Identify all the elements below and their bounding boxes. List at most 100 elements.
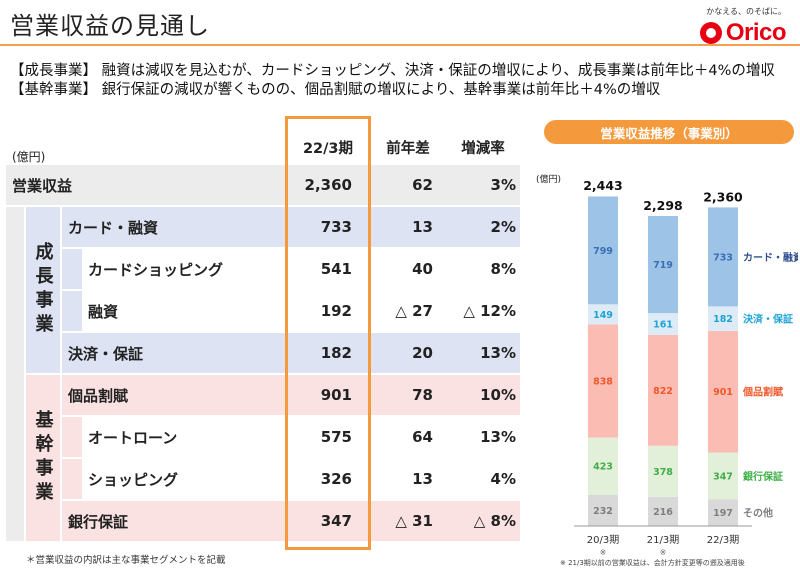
- segment-row: 銀行保証 347 △ 31 △ 8%: [62, 501, 520, 541]
- row-label: 決済・保証: [68, 344, 144, 363]
- row-value: 541: [320, 260, 352, 278]
- bar-value-label: 822: [653, 386, 673, 397]
- logo-tagline: かなえる、のそばに。: [706, 7, 786, 16]
- current-period-highlight: [285, 116, 371, 550]
- bar-segment-個品割賦: [588, 324, 618, 438]
- bar-segment-カード・融資: [648, 216, 678, 314]
- legend-label: 決済・保証: [743, 313, 793, 326]
- sub-row: カードショッピング 541 40 8%: [82, 249, 520, 289]
- x-tick-label: 21/3期: [647, 534, 679, 546]
- page-title: 営業収益の見通し: [10, 12, 210, 40]
- row-value: 3%: [490, 176, 516, 194]
- row-value: 13%: [480, 428, 516, 446]
- row-value: 2,360: [304, 176, 352, 194]
- summary-text: 【成長事業】 融資は減収を見込むが、カードショッピング、決済・保証の増収により、…: [10, 62, 775, 100]
- row-value: 64: [412, 428, 433, 446]
- row-value: 347: [320, 512, 352, 530]
- bar-segment-個品割賦: [708, 330, 738, 453]
- logo-name: Orico: [725, 19, 787, 46]
- chart-ylabel: (億円): [536, 173, 561, 185]
- row-label: 営業収益: [12, 176, 73, 195]
- column-header: 22/3期: [302, 140, 354, 157]
- indent-strip: [62, 291, 82, 331]
- bar-value-label: 347: [713, 471, 733, 482]
- row-value: 40: [412, 260, 433, 278]
- row-value: 182: [320, 344, 352, 362]
- row-value: 13: [412, 218, 433, 236]
- column-header: 前年差: [386, 140, 430, 157]
- bar-segment-決済・保証: [648, 313, 678, 335]
- bar-segment-その他: [648, 496, 678, 526]
- row-value: 8%: [490, 260, 516, 278]
- bar-value-label: 378: [653, 467, 673, 478]
- bar-segment-決済・保証: [708, 306, 738, 331]
- bar-segment-その他: [708, 499, 738, 526]
- sub-row: ショッピング 326 13 4%: [82, 459, 520, 499]
- bar-segment-カード・融資: [588, 196, 618, 305]
- bar-segment-決済・保証: [588, 304, 618, 325]
- bar-segment-個品割賦: [648, 334, 678, 446]
- segment-row: 決済・保証 182 20 13%: [62, 333, 520, 373]
- row-value: △ 8%: [473, 512, 516, 530]
- bar-total-label: 2,360: [703, 189, 743, 204]
- row-label: ショッピング: [88, 470, 179, 489]
- x-tick-note: ※: [660, 548, 667, 557]
- segment-row: カード・融資 733 13 2%: [62, 207, 520, 247]
- bar-value-label: 216: [653, 507, 673, 518]
- row-value: △ 31: [395, 512, 433, 530]
- orico-logo: かなえる、のそばに。 Orico: [699, 6, 787, 47]
- row-value: 192: [320, 302, 352, 320]
- row-value: 733: [320, 218, 352, 236]
- row-label: カードショッピング: [88, 260, 224, 279]
- chart-title: 営業収益推移（事業別）: [544, 120, 794, 144]
- table-unit: (億円): [12, 150, 46, 164]
- row-value: △ 27: [395, 302, 433, 320]
- row-value: 13%: [480, 344, 516, 362]
- bar-value-label: 161: [653, 319, 673, 330]
- row-label: 銀行保証: [68, 512, 129, 531]
- sub-row: 融資 192 △ 27 △ 12%: [82, 291, 520, 331]
- row-label: 個品割賦: [68, 386, 129, 405]
- row-value: 78: [412, 386, 433, 404]
- segment-row: 個品割賦 901 78 10%: [62, 375, 520, 415]
- legend-label: その他: [743, 507, 773, 520]
- row-value: 2%: [490, 218, 516, 236]
- segment-label-text: 基幹事業: [32, 410, 54, 506]
- revenue-stacked-bar-chart: (億円) 232 423 838 149 799 2,443 20/3期 ※ 216 378 822 1…: [536, 173, 798, 567]
- bar-value-label: 719: [653, 260, 673, 271]
- legend-label: カード・融資: [743, 251, 798, 264]
- segment-label: 成長事業: [26, 207, 60, 373]
- indent-strip: [62, 249, 82, 289]
- indent-strip: [62, 459, 82, 499]
- column-header: 増減率: [461, 140, 505, 157]
- bar-segment-銀行保証: [648, 445, 678, 497]
- row-label: カード・融資: [68, 218, 159, 237]
- legend-label: 銀行保証: [743, 470, 783, 483]
- sub-row: オートローン 575 64 13%: [82, 417, 520, 457]
- title-divider: [0, 44, 800, 46]
- summary-core: 【基幹事業】 銀行保証の減収が響くものの、個品割賦の増収により、基幹事業は前年比…: [10, 82, 661, 98]
- indent-strip: [62, 417, 82, 457]
- segment-label-text: 成長事業: [32, 242, 54, 338]
- logo-mark-icon: [699, 22, 722, 44]
- row-value: 4%: [490, 470, 516, 488]
- chart-footnote: ※ 21/3期以前の営業収益は、会計方針変更等の遡及適用後: [560, 558, 745, 567]
- total-row: 営業収益 2,360 62 3%: [6, 165, 520, 205]
- summary-growth: 【成長事業】 融資は減収を見込むが、カードショッピング、決済・保証の増収により、…: [10, 63, 775, 79]
- row-value: 326: [320, 470, 352, 488]
- bar-segment-その他: [588, 494, 618, 526]
- bar-value-label: 232: [593, 506, 613, 517]
- bar-value-label: 838: [593, 377, 613, 388]
- bar-total-label: 2,298: [643, 198, 683, 213]
- row-value: 20: [412, 344, 433, 362]
- row-value: △ 12%: [463, 302, 516, 320]
- bar-total-label: 2,443: [583, 178, 623, 193]
- x-tick-note: ※: [600, 548, 607, 557]
- bar-segment-銀行保証: [588, 437, 618, 495]
- bar-value-label: 197: [713, 508, 733, 519]
- row-value: 901: [320, 386, 352, 404]
- x-tick-label: 22/3期: [707, 534, 739, 546]
- row-value: 13: [412, 470, 433, 488]
- bar-segment-カード・融資: [708, 207, 738, 307]
- bar-value-label: 733: [713, 252, 733, 263]
